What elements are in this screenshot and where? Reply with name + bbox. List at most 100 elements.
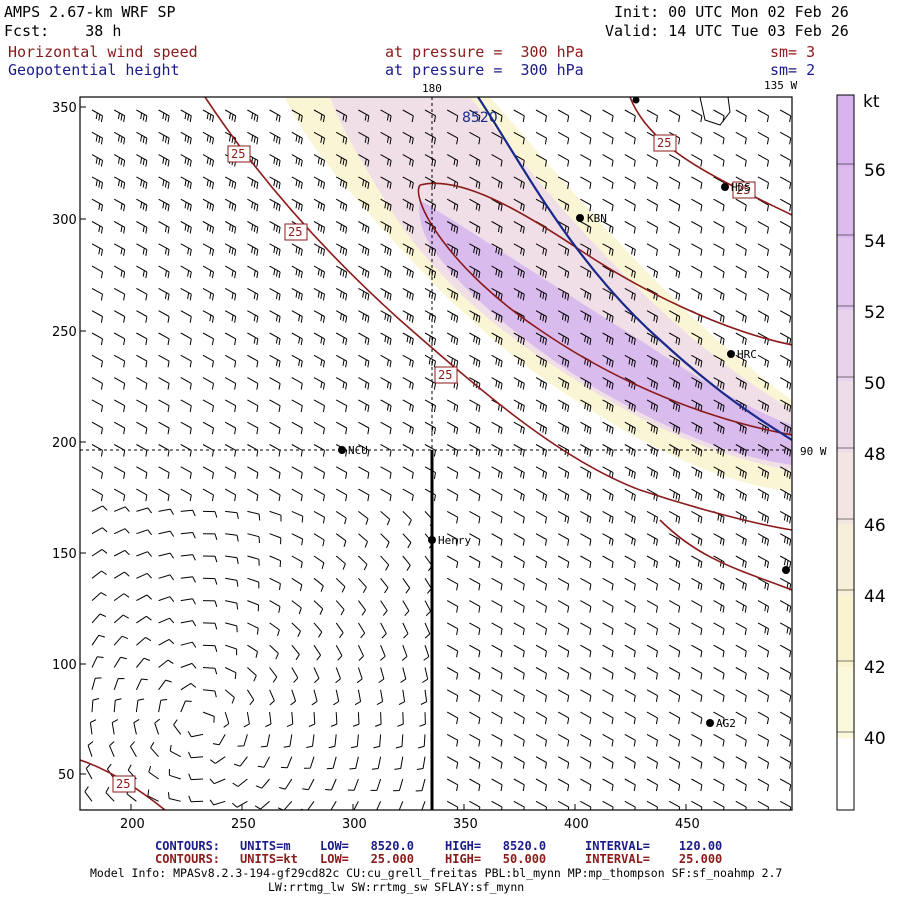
wind-barb [202,711,215,723]
wind-barb [779,644,792,658]
wind-barb [735,421,747,435]
wind-barb [491,198,503,212]
wind-barb [736,824,747,836]
wind-barb [269,644,279,660]
wind-barb [713,488,725,502]
wind-barb [417,734,426,749]
wind-barb [209,778,226,785]
wind-barb [535,131,547,145]
wind-barb [469,577,481,591]
wind-barb [247,176,259,189]
wind-barb [247,243,259,256]
wind-barb [491,466,503,479]
x-tick-400: 400 [564,817,589,832]
wind-barb [535,265,547,279]
wind-barb [91,154,103,167]
wind-barb [802,311,813,323]
wind-barb [469,154,481,167]
wind-barb [446,310,459,323]
wind-barb [691,421,703,435]
wind-barb [602,310,614,323]
wind-barb [491,667,503,680]
wind-barb [202,577,218,585]
wind-barb [668,176,681,189]
wind-barb [335,555,346,570]
wind-barb [757,533,769,546]
wind-barb [624,466,636,479]
wind-barb [491,354,503,368]
wind-barb [424,243,436,256]
wind-barb [491,622,503,635]
wind-barb [513,778,525,792]
wind-barb [668,600,681,613]
wind-barb [210,821,225,826]
speed-contour-50 [417,184,792,436]
wind-barb [691,287,703,301]
wind-barb [691,711,703,725]
wind-barb [91,176,103,189]
station-kbn-label: KBN [587,212,607,225]
wind-barb [335,265,348,279]
wind-barb [735,265,747,279]
wind-barb [713,154,725,167]
wind-barb [646,533,658,546]
wind-barb [691,689,703,702]
wind-barb [446,667,459,680]
wind-barb [247,466,259,479]
wind-barb [358,176,370,189]
wind-barb [713,265,725,279]
wind-barb [247,377,259,390]
wind-barb [158,243,170,256]
wind-barb [735,756,747,769]
wind-barb [136,287,148,301]
wind-barb [735,466,747,479]
wind-barb [283,734,293,748]
wind-barb [91,570,107,579]
wind-barb [469,421,481,435]
wind-barb [691,778,703,792]
wind-barb [513,600,525,613]
wind-barb [269,577,281,590]
wind-barb [333,689,340,706]
wind-barb [646,510,658,524]
wind-barb [225,622,238,633]
wind-barb [535,800,547,810]
wind-barb [557,667,570,680]
wind-barb [735,510,747,524]
wind-barb [136,421,148,435]
wind-barb [269,354,281,368]
wind-barb [420,689,428,705]
wind-barb [335,533,347,547]
wind-barb [713,310,725,323]
wind-barb [395,734,404,749]
wind-barb [757,287,769,301]
wind-barb [491,711,503,725]
wind-barb [735,778,747,792]
wind-barb [148,813,159,824]
wind-barb [313,600,324,615]
footer-row2-low: LOW= 25.000 [320,852,414,866]
wind-barb [491,131,503,145]
wind-barb [269,689,275,706]
wind-barb [424,332,436,346]
wind-barb [202,488,214,502]
wind-barb [154,718,161,735]
wind-barb [491,154,503,167]
wind-barb [358,377,370,390]
wind-barb [513,221,525,234]
wind-barb [624,577,636,591]
wind-barb [225,600,239,610]
wind-barb [109,741,115,757]
lon-label-90w: 90 W [800,445,827,458]
wind-barb [277,824,292,832]
wind-barb [380,377,392,390]
wind-barb [602,176,614,189]
wind-barb [180,598,196,605]
wind-barb [113,678,125,690]
wind-barb [469,287,481,301]
wind-barb [557,377,570,390]
wind-barb [469,399,481,412]
wind-barb [646,198,658,212]
wind-barb [491,377,503,390]
y-tick-350: 350 [52,101,77,116]
